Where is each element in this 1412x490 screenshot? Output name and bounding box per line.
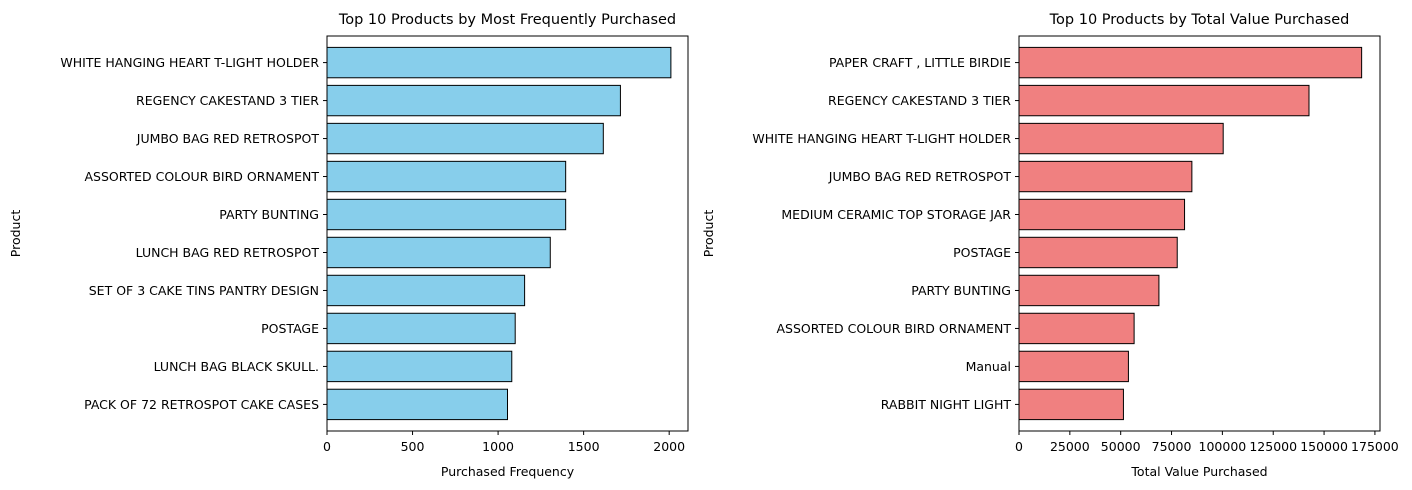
bar-value-8 bbox=[1018, 312, 1135, 345]
x-tick-label: 25000 bbox=[1050, 439, 1090, 454]
y-tick-label: ASSORTED COLOUR BIRD ORNAMENT bbox=[84, 169, 319, 184]
plot-frame bbox=[326, 35, 689, 432]
x-tick-label: 0 bbox=[1015, 439, 1023, 454]
y-axis-label: Product bbox=[701, 210, 716, 258]
x-axis-label: Purchased Frequency bbox=[441, 464, 575, 479]
y-tick-label: ASSORTED COLOUR BIRD ORNAMENT bbox=[776, 321, 1011, 336]
bar-value-6 bbox=[1018, 236, 1178, 269]
y-tick-label: WHITE HANGING HEART T-LIGHT HOLDER bbox=[752, 131, 1011, 146]
bar-freq-3 bbox=[326, 122, 604, 155]
y-tick-label: MEDIUM CERAMIC TOP STORAGE JAR bbox=[781, 207, 1011, 222]
bar-freq-10 bbox=[326, 388, 508, 421]
bar-freq-8 bbox=[326, 312, 516, 345]
x-axis-label: Total Value Purchased bbox=[1130, 464, 1267, 479]
y-tick-label: SET OF 3 CAKE TINS PANTRY DESIGN bbox=[89, 283, 319, 298]
bar-value-10 bbox=[1018, 388, 1124, 421]
bar-value-9 bbox=[1018, 350, 1129, 383]
x-tick-label: 2000 bbox=[653, 439, 685, 454]
y-tick-label: Manual bbox=[966, 359, 1011, 374]
x-tick-label: 0 bbox=[323, 439, 331, 454]
bar-freq-1 bbox=[326, 46, 672, 79]
x-tick-label: 1000 bbox=[482, 439, 514, 454]
y-tick-label: PARTY BUNTING bbox=[219, 207, 319, 222]
bar-value-2 bbox=[1018, 84, 1310, 117]
plot-frame bbox=[1018, 35, 1381, 432]
bar-freq-2 bbox=[326, 84, 621, 117]
y-tick-label: POSTAGE bbox=[261, 321, 319, 336]
x-tick-label: 75000 bbox=[1152, 439, 1192, 454]
x-tick-label: 1500 bbox=[568, 439, 600, 454]
y-tick-label: RABBIT NIGHT LIGHT bbox=[881, 397, 1012, 412]
bar-value-4 bbox=[1018, 160, 1193, 193]
x-tick-label: 500 bbox=[401, 439, 425, 454]
bar-freq-7 bbox=[326, 274, 526, 307]
y-tick-label: JUMBO BAG RED RETROSPOT bbox=[828, 169, 1012, 184]
bar-freq-5 bbox=[326, 198, 567, 231]
y-tick-label: PAPER CRAFT , LITTLE BIRDIE bbox=[829, 55, 1011, 70]
chart-title: Top 10 Products by Total Value Purchased bbox=[1049, 12, 1350, 28]
chart-title: Top 10 Products by Most Frequently Purch… bbox=[338, 12, 676, 28]
bar-value-7 bbox=[1018, 274, 1160, 307]
x-tick-label: 150000 bbox=[1300, 439, 1348, 454]
x-tick-label: 175000 bbox=[1351, 439, 1399, 454]
bar-value-1 bbox=[1018, 46, 1363, 79]
bar-value-3 bbox=[1018, 122, 1224, 155]
bar-freq-4 bbox=[326, 160, 567, 193]
x-tick-label: 50000 bbox=[1101, 439, 1141, 454]
y-tick-label: PARTY BUNTING bbox=[911, 283, 1011, 298]
y-tick-label: REGENCY CAKESTAND 3 TIER bbox=[828, 93, 1011, 108]
y-tick-label: WHITE HANGING HEART T-LIGHT HOLDER bbox=[60, 55, 319, 70]
y-tick-label: LUNCH BAG RED RETROSPOT bbox=[136, 245, 320, 260]
y-axis-label: Product bbox=[8, 210, 23, 258]
y-tick-label: LUNCH BAG BLACK SKULL. bbox=[154, 359, 319, 374]
bar-freq-9 bbox=[326, 350, 513, 383]
chart-frequency: Top 10 Products by Most Frequently Purch… bbox=[8, 12, 689, 479]
y-tick-label: PACK OF 72 RETROSPOT CAKE CASES bbox=[84, 397, 319, 412]
chart-total-value: Top 10 Products by Total Value Purchased… bbox=[701, 12, 1399, 479]
x-tick-label: 125000 bbox=[1249, 439, 1297, 454]
y-tick-label: JUMBO BAG RED RETROSPOT bbox=[136, 131, 320, 146]
bar-value-5 bbox=[1018, 198, 1186, 231]
x-tick-label: 100000 bbox=[1199, 439, 1247, 454]
bar-freq-6 bbox=[326, 236, 551, 269]
y-tick-label: REGENCY CAKESTAND 3 TIER bbox=[136, 93, 319, 108]
y-tick-label: POSTAGE bbox=[953, 245, 1011, 260]
